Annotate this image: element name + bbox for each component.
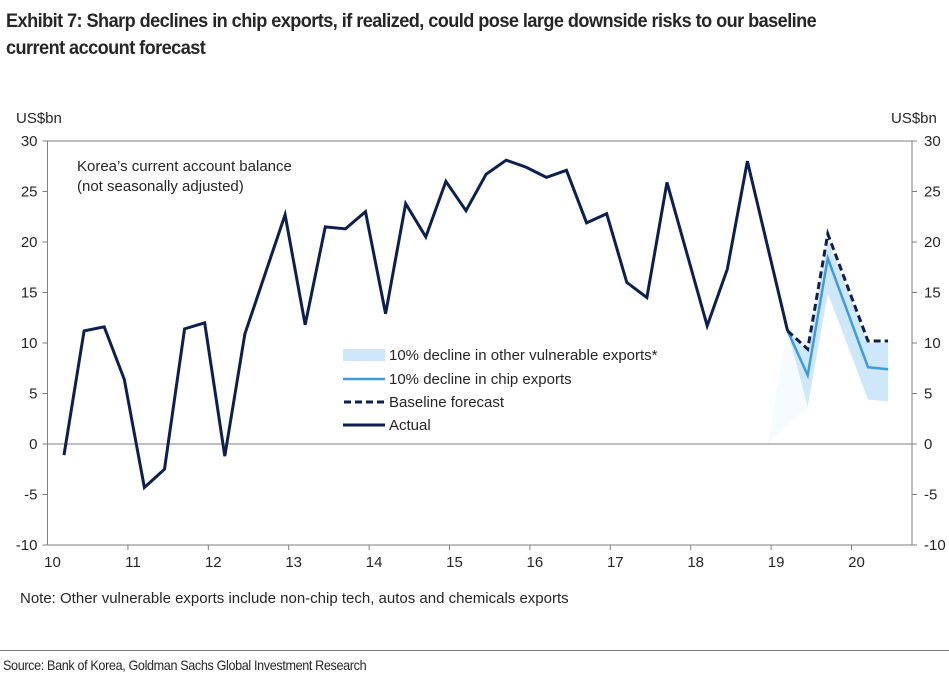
y-tick-label-right: 15 (924, 285, 941, 302)
chart-source: Source: Bank of Korea, Goldman Sachs Glo… (3, 657, 367, 673)
x-tick-label: 11 (125, 554, 141, 571)
legend-swatch-band (343, 349, 385, 361)
chart-annotation-line-2: (not seasonally adjusted) (77, 178, 244, 195)
plot-frame (47, 140, 913, 546)
x-tick-label: 16 (527, 554, 544, 571)
series-layer (62, 158, 889, 491)
x-tick-label: 10 (44, 554, 61, 571)
x-tick-label: 19 (768, 554, 785, 571)
band-area-other-vulnerable-exports (787, 239, 889, 407)
y-tick-label-left: 0 (29, 436, 37, 453)
legend-item-band: 10% decline in other vulnerable exports* (343, 347, 658, 364)
x-tick-label: 20 (848, 554, 865, 571)
x-tick-label: 14 (366, 554, 383, 571)
y-tick-label-left: 15 (21, 285, 38, 302)
y-tick-label-right: -5 (924, 487, 937, 504)
x-tick-label: 15 (446, 554, 463, 571)
y-tick-label-right: 10 (924, 335, 941, 352)
legend-item-baseline: Baseline forecast (344, 394, 505, 411)
series-line-actual (62, 158, 790, 491)
chart-title-line-2: current account forecast (6, 37, 206, 59)
x-tick-label: 17 (607, 554, 624, 571)
y-tick-label-right: 20 (924, 234, 941, 251)
y-tick-label-left: -10 (16, 537, 38, 554)
legend-label-chip: 10% decline in chip exports (389, 371, 572, 388)
y-axis-right-unit: US$bn (891, 110, 937, 127)
series-line-baseline (786, 228, 889, 352)
legend-item-actual: Actual (343, 417, 431, 434)
y-tick-label-right: -10 (924, 537, 946, 554)
band-base-area (767, 330, 808, 444)
chart-title-line-1: Exhibit 7: Sharp declines in chip export… (6, 10, 817, 32)
legend-item-chip: 10% decline in chip exports (343, 371, 572, 388)
y-tick-label-left: -5 (24, 487, 37, 504)
y-tick-label-right: 5 (924, 386, 932, 403)
chart-annotation-line-1: Korea’s current account balance (77, 158, 292, 175)
chart-title: Exhibit 7: Sharp declines in chip export… (6, 8, 880, 62)
y-axis-right: -10 -5 0 5 10 15 20 25 30 (912, 133, 946, 554)
x-tick-label: 12 (205, 554, 222, 571)
x-tick-label: 18 (687, 554, 704, 571)
y-tick-label-right: 0 (924, 436, 932, 453)
y-tick-label-left: 20 (21, 234, 38, 251)
y-tick-label-right: 30 (924, 133, 941, 150)
chart-canvas: -10 -5 0 5 10 15 20 25 30 -10 -5 0 5 10 15 20 25 30 10 11… (16, 110, 946, 571)
y-tick-label-left: 30 (21, 133, 38, 150)
series-line-chip (786, 253, 889, 380)
chart-note: Note: Other vulnerable exports include n… (20, 590, 569, 607)
legend-label-baseline: Baseline forecast (389, 394, 505, 411)
legend-label-actual: Actual (389, 417, 431, 434)
y-tick-label-left: 25 (21, 184, 38, 201)
legend: 10% decline in other vulnerable exports*… (343, 347, 658, 434)
x-tick-label: 13 (285, 554, 302, 571)
legend-label-band: 10% decline in other vulnerable exports* (389, 347, 658, 364)
y-tick-label-left: 5 (29, 386, 37, 403)
y-axis-left-unit: US$bn (16, 110, 62, 127)
y-tick-label-right: 25 (924, 184, 941, 201)
band-layer (767, 239, 889, 444)
y-axis-left: -10 -5 0 5 10 15 20 25 30 (16, 133, 48, 554)
y-tick-label-left: 10 (21, 335, 38, 352)
x-axis: 10 11 12 13 14 15 16 17 18 19 20 (44, 545, 865, 571)
footer-divider (0, 650, 949, 651)
